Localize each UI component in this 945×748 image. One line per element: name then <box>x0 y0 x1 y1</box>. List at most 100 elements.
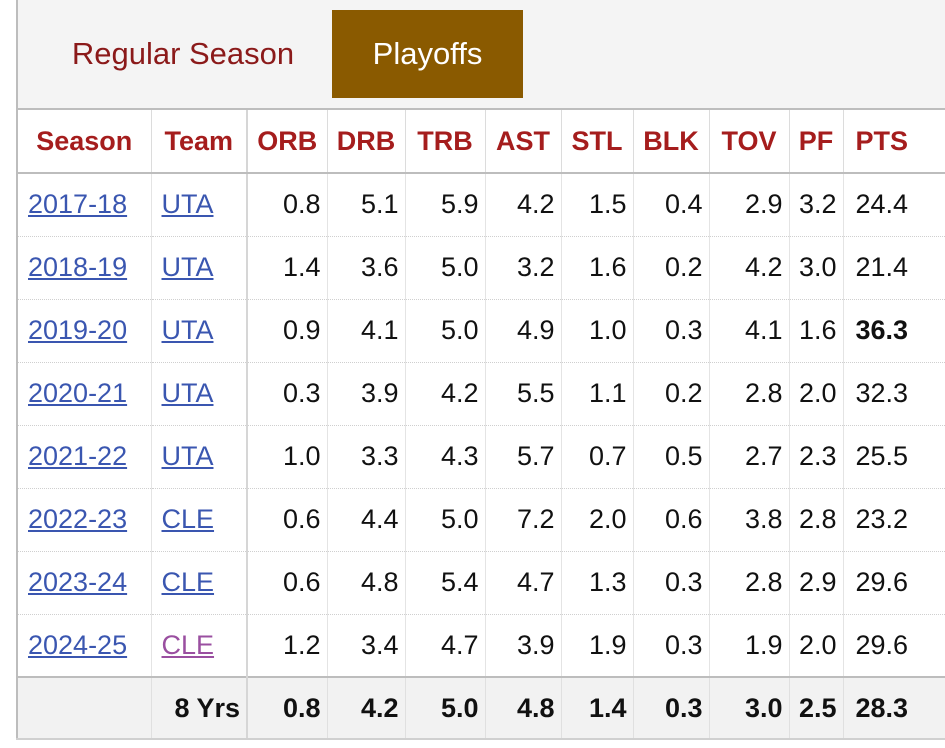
footer-pts: 28.3 <box>843 676 945 740</box>
footer-blk: 0.3 <box>633 676 710 740</box>
column-header-pf[interactable]: PF <box>788 110 844 174</box>
tab-playoffs[interactable]: Playoffs <box>332 10 523 98</box>
table-row: 2023-24 CLE 0.6 4.8 5.4 4.7 1.3 0.3 2.8 2.9 29.6 <box>16 551 945 615</box>
stat-drb: 5.1 <box>327 173 406 237</box>
stat-drb: 3.3 <box>327 425 406 489</box>
stat-pf: 2.0 <box>789 614 844 678</box>
team-cell: UTA <box>151 299 248 363</box>
season-cell: 2021-22 <box>16 425 152 489</box>
stat-tov: 1.9 <box>709 614 790 678</box>
season-link[interactable]: 2018-19 <box>28 252 128 282</box>
stat-tov: 4.1 <box>709 299 790 363</box>
footer-trb: 5.0 <box>405 676 486 740</box>
stat-drb: 4.8 <box>327 551 406 615</box>
stat-pf: 2.3 <box>789 425 844 489</box>
column-header-pts[interactable]: PTS <box>842 110 945 174</box>
season-cell: 2023-24 <box>16 551 152 615</box>
stat-stl: 1.0 <box>561 299 634 363</box>
playoffs-stats-table: Season Team ORB DRB TRB AST STL BLK TOV … <box>16 110 945 740</box>
season-cell: 2024-25 <box>16 614 152 678</box>
stat-pts: 23.2 <box>843 488 945 552</box>
stat-pts: 29.6 <box>843 614 945 678</box>
tab-regular-season[interactable]: Regular Season <box>71 36 295 71</box>
season-link[interactable]: 2020-21 <box>28 378 128 408</box>
team-link[interactable]: UTA <box>161 441 214 471</box>
stat-pf: 2.9 <box>789 551 844 615</box>
stat-stl: 1.9 <box>561 614 634 678</box>
stat-trb: 5.0 <box>405 488 486 552</box>
team-link[interactable]: CLE <box>161 504 215 534</box>
season-link[interactable]: 2024-25 <box>28 629 128 660</box>
team-link[interactable]: UTA <box>161 315 214 345</box>
footer-ast: 4.8 <box>485 676 562 740</box>
team-cell: UTA <box>151 173 248 237</box>
stat-orb: 0.3 <box>247 362 328 426</box>
season-cell: 2020-21 <box>16 362 152 426</box>
season-link[interactable]: 2021-22 <box>28 441 128 471</box>
table-row: 2021-22 UTA 1.0 3.3 4.3 5.7 0.7 0.5 2.7 2.3 25.5 <box>16 425 945 489</box>
stat-stl: 0.7 <box>561 425 634 489</box>
stat-pts: 36.3 <box>843 299 945 363</box>
stat-tov: 2.9 <box>709 173 790 237</box>
team-link[interactable]: CLE <box>161 567 215 597</box>
stat-pts: 21.4 <box>843 236 945 300</box>
stat-drb: 4.1 <box>327 299 406 363</box>
season-cell: 2022-23 <box>16 488 152 552</box>
team-cell: CLE <box>151 614 248 678</box>
team-link[interactable]: UTA <box>161 189 214 220</box>
stat-blk: 0.3 <box>633 614 710 678</box>
team-link[interactable]: CLE <box>161 629 215 660</box>
stat-drb: 3.6 <box>327 236 406 300</box>
footer-tov: 3.0 <box>709 676 790 740</box>
stat-pf: 2.0 <box>789 362 844 426</box>
stat-ast: 4.7 <box>485 551 562 615</box>
column-header-blk[interactable]: BLK <box>632 110 710 174</box>
column-header-season[interactable]: Season <box>16 110 152 174</box>
stat-blk: 0.2 <box>633 236 710 300</box>
stat-tov: 4.2 <box>709 236 790 300</box>
table-row: 2017-18 UTA 0.8 5.1 5.9 4.2 1.5 0.4 2.9 3.2 24.4 <box>16 173 945 237</box>
season-type-tabs: Regular Season Playoffs <box>16 0 945 110</box>
season-link[interactable]: 2022-23 <box>28 504 128 534</box>
stat-trb: 4.2 <box>405 362 486 426</box>
stat-trb: 5.9 <box>405 173 486 237</box>
footer-season-cell <box>16 676 152 740</box>
column-header-ast[interactable]: AST <box>484 110 562 174</box>
team-link[interactable]: UTA <box>161 252 214 282</box>
stat-orb: 1.2 <box>247 614 328 678</box>
stat-orb: 0.8 <box>247 173 328 237</box>
career-totals-row: 8 Yrs 0.8 4.2 5.0 4.8 1.4 0.3 3.0 2.5 28… <box>16 676 945 740</box>
stat-orb: 1.4 <box>247 236 328 300</box>
column-header-team[interactable]: Team <box>150 110 248 174</box>
stat-blk: 0.4 <box>633 173 710 237</box>
season-link[interactable]: 2017-18 <box>28 189 128 220</box>
column-header-drb[interactable]: DRB <box>326 110 406 174</box>
footer-years-label: 8 Yrs <box>151 676 248 740</box>
column-header-stl[interactable]: STL <box>560 110 634 174</box>
team-link[interactable]: UTA <box>161 378 214 408</box>
column-header-orb[interactable]: ORB <box>246 110 328 174</box>
stat-ast: 4.2 <box>485 173 562 237</box>
season-link[interactable]: 2023-24 <box>28 567 128 597</box>
stat-tov: 2.7 <box>709 425 790 489</box>
stat-trb: 5.4 <box>405 551 486 615</box>
stat-drb: 3.4 <box>327 614 406 678</box>
table-row: 2024-25 CLE 1.2 3.4 4.7 3.9 1.9 0.3 1.9 2.0 29.6 <box>16 614 945 678</box>
season-cell: 2017-18 <box>16 173 152 237</box>
column-header-tov[interactable]: TOV <box>708 110 790 174</box>
stat-trb: 5.0 <box>405 236 486 300</box>
team-cell: CLE <box>151 551 248 615</box>
stat-pts: 24.4 <box>843 173 945 237</box>
stat-ast: 4.9 <box>485 299 562 363</box>
table-row: 2020-21 UTA 0.3 3.9 4.2 5.5 1.1 0.2 2.8 2.0 32.3 <box>16 362 945 426</box>
footer-pf: 2.5 <box>789 676 844 740</box>
stat-pts: 29.6 <box>843 551 945 615</box>
stat-pf: 2.8 <box>789 488 844 552</box>
stat-trb: 5.0 <box>405 299 486 363</box>
team-cell: CLE <box>151 488 248 552</box>
season-link[interactable]: 2019-20 <box>28 315 128 345</box>
season-cell: 2019-20 <box>16 299 152 363</box>
stat-stl: 1.6 <box>561 236 634 300</box>
column-header-trb[interactable]: TRB <box>404 110 486 174</box>
